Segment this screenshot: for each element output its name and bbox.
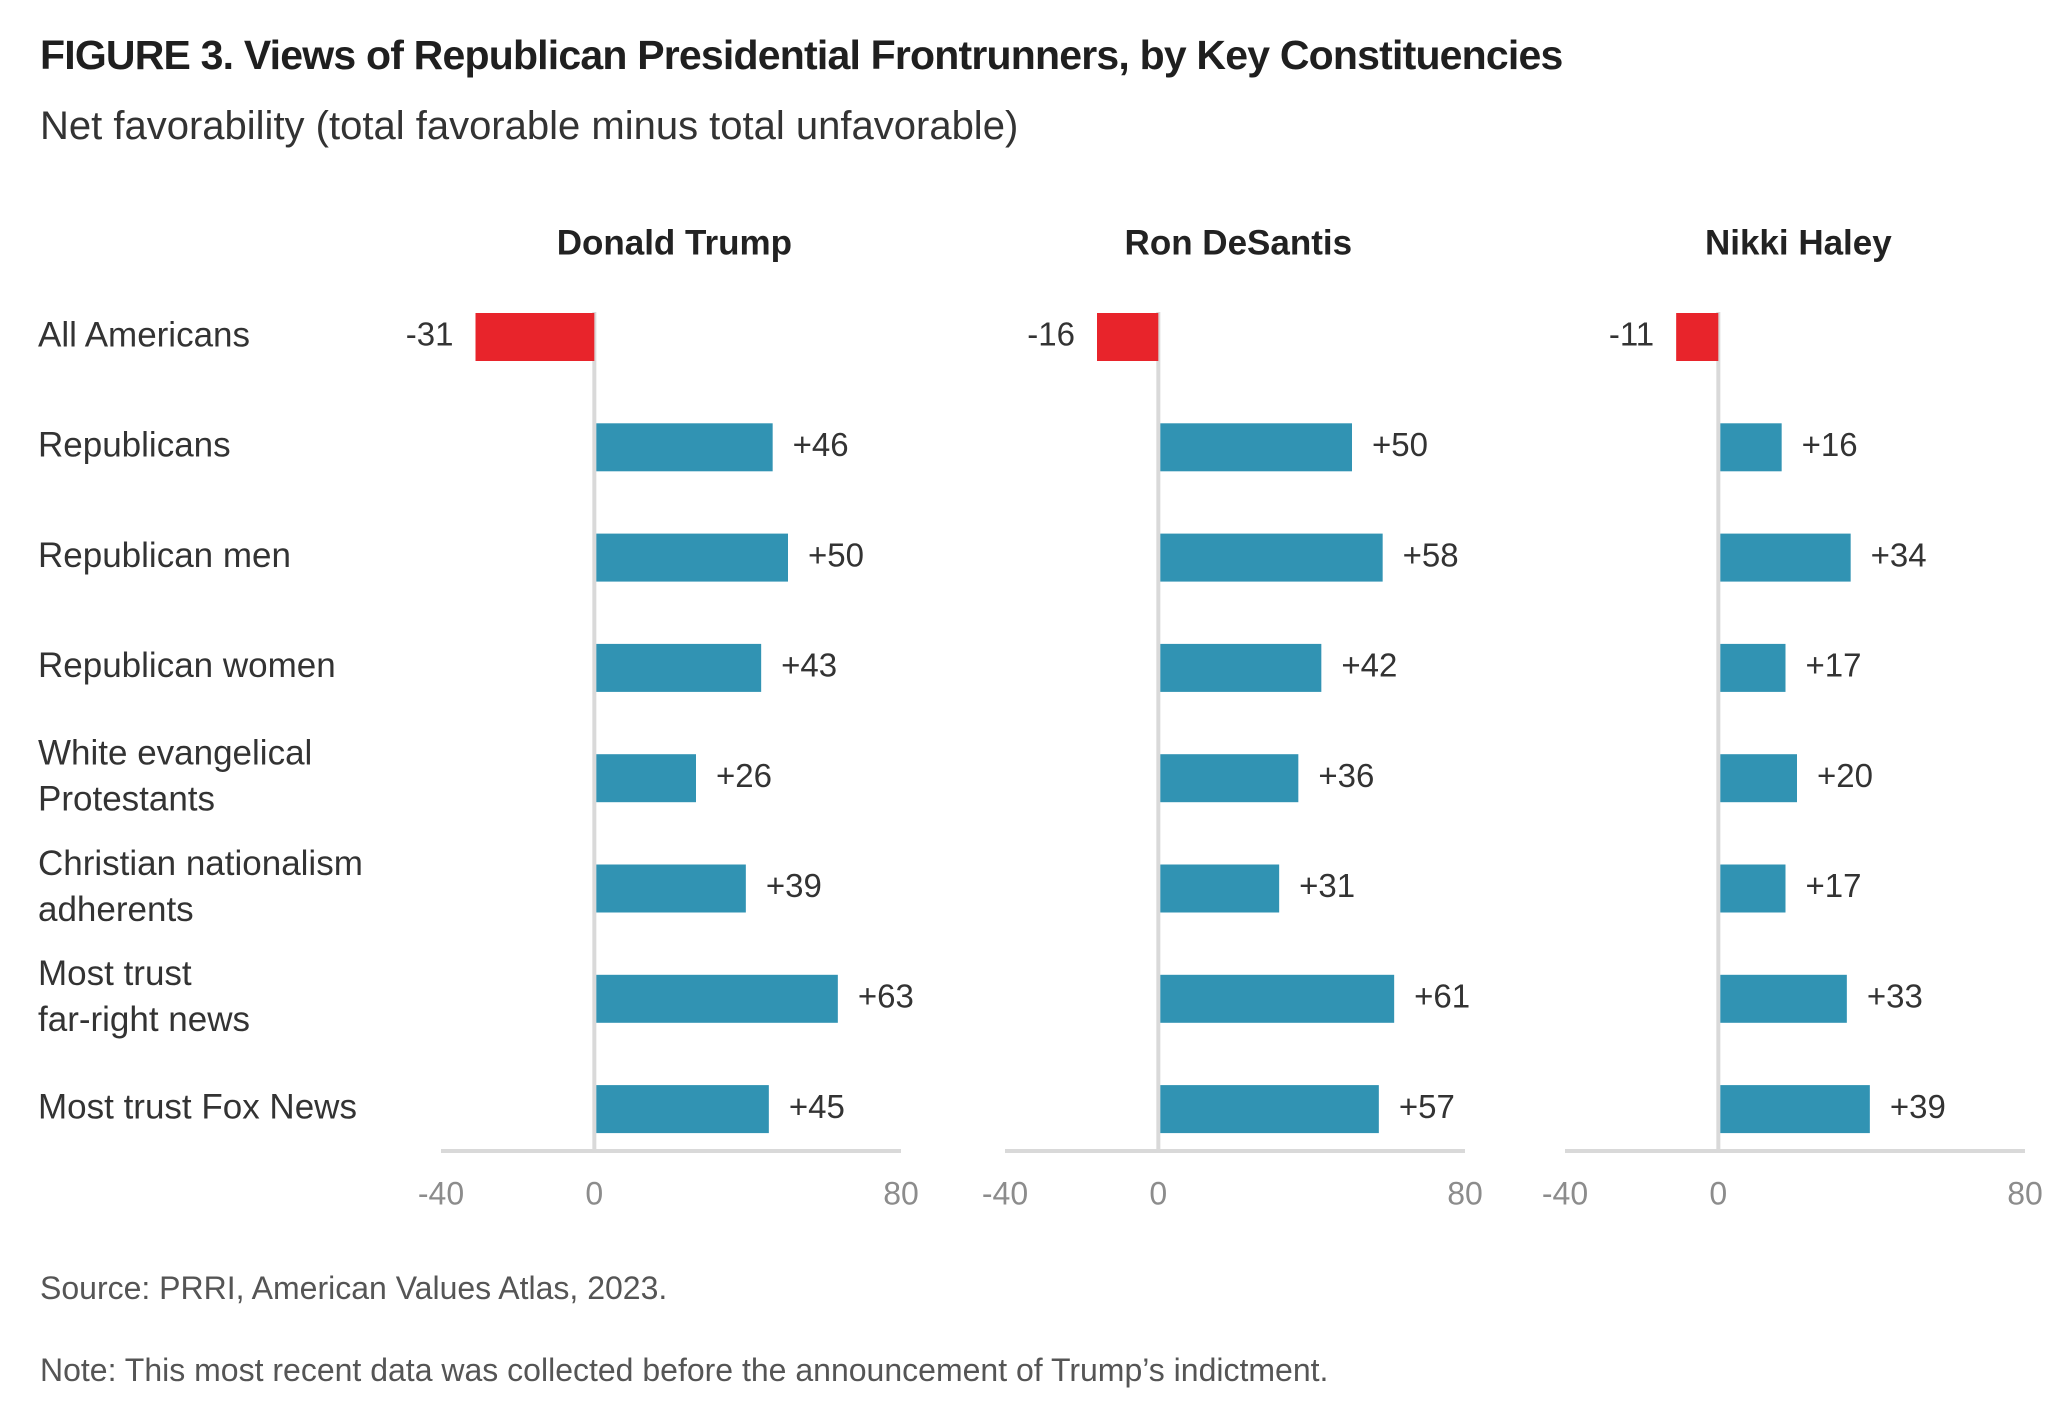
category-label: Christian nationalism: [38, 844, 363, 883]
bar: [596, 864, 746, 913]
bar: [1160, 1085, 1379, 1134]
data-label: +57: [1399, 1088, 1455, 1125]
bar: [1097, 313, 1159, 361]
panel-title: Nikki Haley: [1705, 223, 1892, 262]
bar: [1720, 423, 1782, 472]
bar: [596, 533, 788, 582]
panel-title: Ron DeSantis: [1125, 223, 1353, 262]
bar: [1160, 754, 1299, 803]
data-label: -11: [1609, 316, 1654, 353]
data-label: +39: [766, 867, 822, 904]
category-label: Most trust: [38, 954, 192, 993]
bar: [1720, 754, 1797, 803]
bar: [1720, 1085, 1870, 1134]
data-label: +61: [1414, 978, 1470, 1015]
chart-area: All Americans Republicans Republican men Re…: [38, 223, 2043, 1211]
tick-label: 80: [883, 1175, 919, 1211]
data-label: +33: [1867, 978, 1923, 1015]
category-label: White evangelical: [38, 733, 312, 772]
data-label: +17: [1806, 867, 1862, 904]
bar: [1160, 974, 1395, 1023]
bar: [596, 974, 838, 1023]
data-label: +46: [793, 426, 849, 463]
bar: [1720, 974, 1847, 1023]
category-label: Republican women: [38, 646, 336, 685]
chart-subtitle: Net favorability (total favorable minus …: [40, 104, 1019, 148]
data-label: +50: [1372, 426, 1428, 463]
data-label: +58: [1403, 536, 1459, 573]
bar: [1720, 533, 1851, 582]
data-label: +45: [789, 1088, 845, 1125]
panel-title: Donald Trump: [557, 223, 792, 262]
data-label: +17: [1806, 647, 1862, 684]
chart-title: FIGURE 3. Views of Republican Presidenti…: [40, 32, 1563, 78]
bar: [1720, 864, 1786, 913]
data-label: +50: [808, 536, 864, 573]
tick-label: -40: [982, 1175, 1028, 1211]
data-label: +16: [1802, 426, 1858, 463]
tick-label: 80: [1447, 1175, 1483, 1211]
data-label: +39: [1890, 1088, 1946, 1125]
bar: [1160, 533, 1383, 582]
category-label: far-right news: [38, 1000, 250, 1039]
bar: [1720, 643, 1786, 692]
bar: [1160, 643, 1322, 692]
tick-label: -40: [1542, 1175, 1588, 1211]
footnote: Note: This most recent data was collecte…: [40, 1352, 1329, 1388]
tick-label: -40: [418, 1175, 464, 1211]
data-label: +20: [1817, 757, 1873, 794]
tick-label: 0: [585, 1175, 603, 1211]
data-label: +31: [1299, 867, 1355, 904]
bar: [596, 643, 762, 692]
bar: [596, 423, 773, 472]
category-label: Protestants: [38, 779, 215, 818]
bar: [1160, 423, 1352, 472]
source-note: Source: PRRI, American Values Atlas, 202…: [40, 1270, 668, 1306]
tick-label: 0: [1709, 1175, 1727, 1211]
data-label: -16: [1027, 316, 1075, 353]
bar: [596, 754, 696, 803]
category-label: All Americans: [38, 315, 250, 354]
bar: [475, 313, 595, 361]
data-label: +63: [858, 978, 914, 1015]
category-label: Most trust Fox News: [38, 1087, 357, 1126]
data-label: -31: [406, 316, 454, 353]
tick-label: 0: [1149, 1175, 1167, 1211]
category-label: Republicans: [38, 426, 231, 465]
bar: [1676, 313, 1719, 361]
data-label: +43: [781, 647, 837, 684]
bar: [1160, 864, 1280, 913]
category-label: Republican men: [38, 536, 291, 575]
data-label: +36: [1318, 757, 1374, 794]
data-label: +42: [1341, 647, 1397, 684]
data-label: +34: [1871, 536, 1927, 573]
data-label: +26: [716, 757, 772, 794]
tick-label: 80: [2007, 1175, 2043, 1211]
category-label: adherents: [38, 890, 194, 929]
bar: [596, 1085, 769, 1134]
